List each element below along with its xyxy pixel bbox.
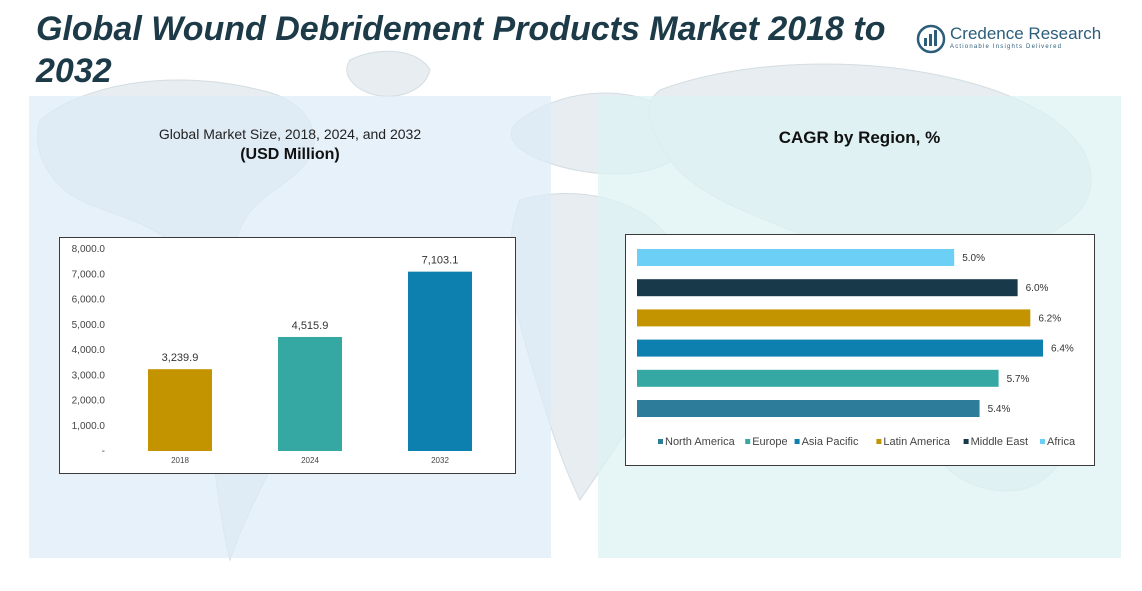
hbar-value-label: 6.2% — [1038, 313, 1061, 324]
bar-2024 — [278, 336, 342, 451]
hbar-value-label: 6.0% — [1026, 283, 1049, 294]
cagr-chart-frame: 5.0% 6.0% 6.2% 6.4% 5.7% 5.4% North America Eur… — [625, 234, 1095, 466]
hbar-value-label: 5.0% — [962, 253, 985, 264]
y-tick-label: 1,000.0 — [72, 421, 106, 432]
legend-label: Africa — [1047, 436, 1076, 448]
x-category-label: 2024 — [301, 456, 319, 465]
y-tick-label: - — [102, 446, 105, 457]
hbar-europe — [637, 369, 999, 387]
market-size-panel: Global Market Size, 2018, 2024, and 2032… — [29, 96, 551, 558]
hbar-africa — [637, 249, 955, 266]
cagr-horizontal-bar-chart: 5.0% 6.0% 6.2% 6.4% 5.7% 5.4% North America Eur… — [637, 249, 1076, 448]
hbar-north-america — [637, 400, 980, 417]
y-tick-label: 2,000.0 — [72, 396, 106, 407]
legend-swatch — [876, 439, 882, 444]
legend-swatch — [794, 439, 800, 444]
legend-swatch — [1040, 439, 1045, 444]
cagr-panel: CAGR by Region, % 5.0% 6.0% 6.2% 6.4% 5.7% 5.… — [598, 96, 1121, 558]
page-title: Global Wound Debridement Products Market… — [36, 10, 886, 90]
bar-value-label: 3,239.9 — [162, 352, 199, 364]
y-tick-label: 8,000.0 — [72, 244, 106, 255]
y-tick-label: 6,000.0 — [72, 295, 106, 306]
hbar-value-label: 6.4% — [1051, 344, 1074, 355]
brand-name: Credence Research — [950, 24, 1102, 43]
brand-tagline: Actionable Insights Delivered — [950, 44, 1063, 50]
legend-label: Europe — [752, 436, 787, 448]
bar-chart-logo-icon — [916, 24, 946, 54]
y-tick-label: 7,000.0 — [72, 269, 106, 280]
y-tick-label: 4,000.0 — [72, 345, 106, 356]
bar-value-label: 7,103.1 — [422, 255, 459, 267]
hbar-value-label: 5.7% — [1007, 374, 1030, 385]
bar-2018 — [148, 369, 212, 451]
market-size-subtitle: Global Market Size, 2018, 2024, and 2032 — [158, 126, 422, 142]
bar-2032 — [408, 271, 472, 451]
market-size-chart-frame: - 1,000.0 2,000.0 3,000.0 4,000.0 5,000.0 6,00… — [59, 237, 516, 474]
x-category-label: 2032 — [431, 456, 449, 465]
hbar-value-label: 5.4% — [988, 404, 1011, 415]
legend-swatch — [658, 439, 663, 444]
legend-label: Middle East — [971, 436, 1028, 448]
legend-label: Latin America — [883, 436, 951, 448]
bar-value-label: 4,515.9 — [292, 320, 329, 332]
hbar-asia-pacific — [637, 339, 1043, 357]
market-size-bar-chart: - 1,000.0 2,000.0 3,000.0 4,000.0 5,000.0 6,00… — [72, 244, 472, 465]
cagr-title: CAGR by Region, % — [778, 128, 941, 147]
hbar-latin-america — [637, 309, 1031, 327]
legend-swatch — [963, 439, 969, 444]
market-size-unit: (USD Million) — [240, 146, 340, 163]
hbar-middle-east — [637, 279, 1018, 297]
brand-logo: Credence Research Actionable Insights De… — [916, 22, 1136, 56]
legend-label: North America — [665, 436, 736, 448]
y-tick-label: 5,000.0 — [72, 320, 106, 331]
legend-label: Asia Pacific — [802, 436, 859, 448]
legend-swatch — [745, 439, 751, 444]
y-tick-label: 3,000.0 — [72, 370, 106, 381]
x-category-label: 2018 — [171, 456, 189, 465]
